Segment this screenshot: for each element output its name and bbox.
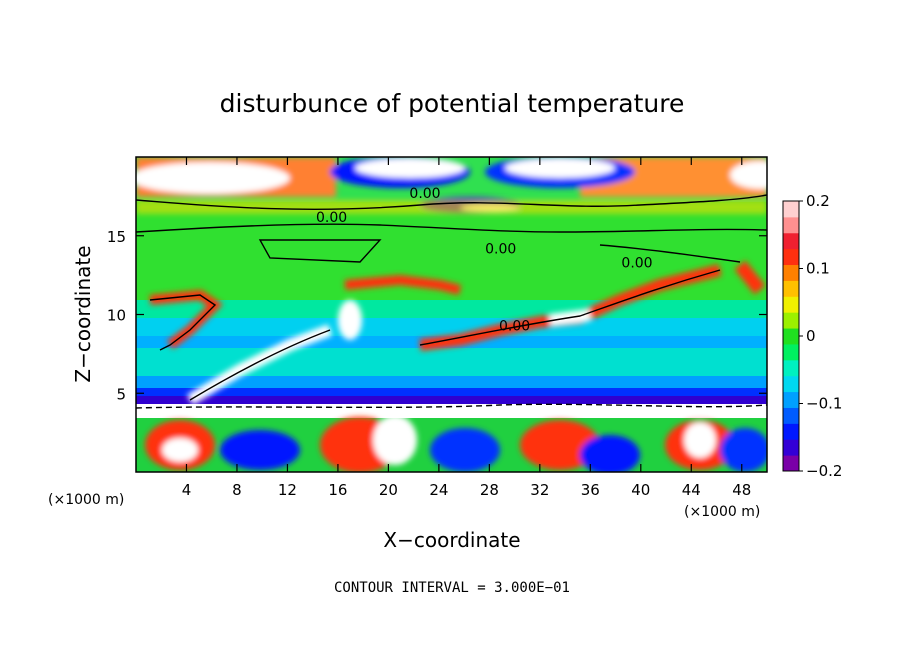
colorbar-swatch <box>783 232 799 250</box>
colorbar-tick-label: 0 <box>806 327 816 345</box>
colorbar-swatch <box>783 328 799 345</box>
x-unit-left: (×1000 m) <box>48 492 124 508</box>
contour-label: 0.00 <box>499 319 530 335</box>
colorbar-swatch <box>783 312 799 329</box>
colorbar-swatch <box>783 407 799 424</box>
contour-label: 0.00 <box>621 256 652 272</box>
x-tick-label: 16 <box>328 481 347 499</box>
colorbar-swatch <box>783 296 799 313</box>
contour-label: 0.00 <box>485 241 516 257</box>
contour-label: 0.00 <box>316 210 347 226</box>
x-axis-title: X−coordinate <box>383 528 520 552</box>
contour-label: 0.00 <box>409 186 440 202</box>
colorbar: 0.2 0.1 0 −0.1 −0.2 <box>782 192 842 480</box>
x-tick-label: 36 <box>581 481 600 499</box>
colorbar-swatch <box>783 359 799 377</box>
colorbar-swatch <box>783 391 799 408</box>
chart-title: disturbunce of potential temperature <box>220 89 685 118</box>
contour-labels: 0.00 0.00 0.00 0.00 0.00 <box>316 186 653 334</box>
y-axis-title: Z−coordinate <box>71 245 95 382</box>
colorbar-swatch <box>783 375 799 393</box>
x-tick-label: 24 <box>429 481 448 499</box>
heatmap-field <box>136 157 767 472</box>
colorbar-swatch <box>783 264 799 281</box>
colorbar-swatch <box>783 248 799 266</box>
contour-interval-note: CONTOUR INTERVAL = 3.000E−01 <box>334 580 570 596</box>
x-tick-label: 12 <box>278 481 297 499</box>
colorbar-tick-label: −0.2 <box>806 462 842 480</box>
y-tick-label: 10 <box>107 307 126 325</box>
x-tick-label: 28 <box>480 481 499 499</box>
colorbar-swatch <box>783 439 799 456</box>
colorbar-swatch <box>783 343 799 361</box>
x-tick-label: 48 <box>732 481 751 499</box>
colorbar-swatch <box>783 280 799 297</box>
colorbar-swatch <box>783 423 799 440</box>
colorbar-tick-label: 0.2 <box>806 192 830 210</box>
x-tick-label: 8 <box>232 481 242 499</box>
colorbar-swatch <box>783 216 799 234</box>
x-tick-label: 4 <box>182 481 192 499</box>
x-tick-label: 40 <box>631 481 650 499</box>
x-tick-label: 20 <box>379 481 398 499</box>
colorbar-swatch <box>783 201 799 218</box>
colorbar-tick-label: −0.1 <box>806 395 842 413</box>
colorbar-swatch <box>783 455 799 472</box>
x-unit-right: (×1000 m) <box>684 504 760 520</box>
colorbar-tick-label: 0.1 <box>806 260 830 278</box>
x-tick-label: 44 <box>682 481 701 499</box>
y-tick-label: 5 <box>116 385 126 403</box>
x-tick-label: 32 <box>530 481 549 499</box>
y-tick-label: 15 <box>107 228 126 246</box>
